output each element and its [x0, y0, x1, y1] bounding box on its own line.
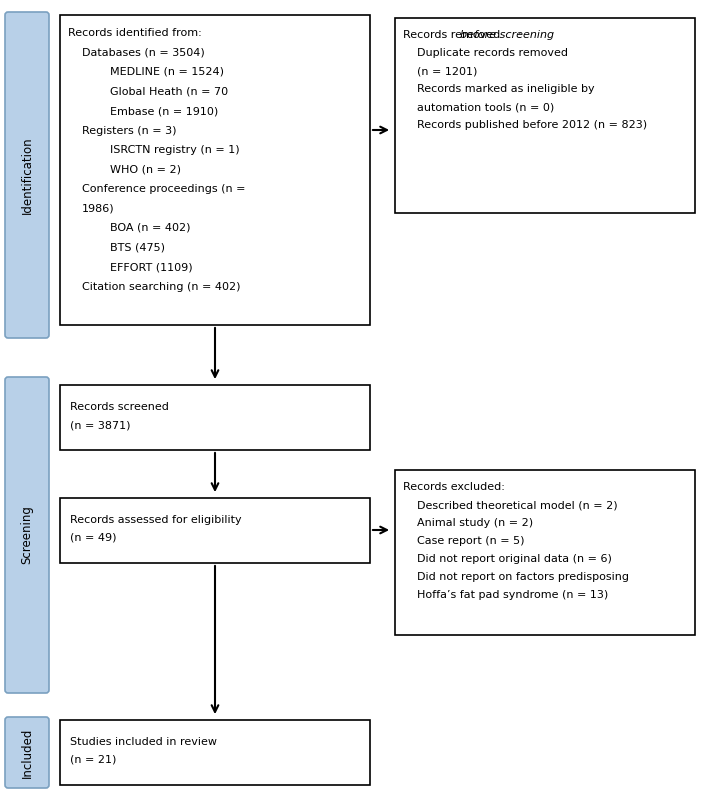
Text: Identification: Identification [21, 136, 33, 214]
FancyBboxPatch shape [5, 377, 49, 693]
Text: Records screened: Records screened [70, 402, 169, 412]
Text: WHO (n = 2): WHO (n = 2) [110, 165, 181, 174]
Text: Conference proceedings (n =: Conference proceedings (n = [82, 184, 246, 194]
Text: (n = 49): (n = 49) [70, 533, 117, 543]
FancyBboxPatch shape [5, 12, 49, 338]
FancyBboxPatch shape [395, 470, 695, 635]
Text: 1986): 1986) [82, 204, 115, 214]
Text: :: : [518, 30, 521, 40]
Text: BOA (n = 402): BOA (n = 402) [110, 223, 190, 233]
FancyBboxPatch shape [60, 15, 370, 325]
Text: Records identified from:: Records identified from: [68, 28, 202, 38]
Text: Screening: Screening [21, 505, 33, 565]
Text: before screening: before screening [460, 30, 554, 40]
Text: Databases (n = 3504): Databases (n = 3504) [82, 48, 205, 58]
Text: Global Heath (n = 70: Global Heath (n = 70 [110, 86, 228, 97]
Text: Records marked as ineligible by: Records marked as ineligible by [417, 84, 595, 94]
Text: Case report (n = 5): Case report (n = 5) [417, 536, 525, 546]
Text: Citation searching (n = 402): Citation searching (n = 402) [82, 281, 241, 291]
Text: ISRCTN registry (n = 1): ISRCTN registry (n = 1) [110, 145, 239, 155]
FancyBboxPatch shape [60, 385, 370, 450]
Text: Studies included in review: Studies included in review [70, 737, 217, 747]
Text: (n = 1201): (n = 1201) [417, 66, 477, 76]
Text: EFFORT (1109): EFFORT (1109) [110, 262, 193, 272]
FancyBboxPatch shape [395, 18, 695, 213]
Text: Records published before 2012 (n = 823): Records published before 2012 (n = 823) [417, 120, 647, 130]
Text: MEDLINE (n = 1524): MEDLINE (n = 1524) [110, 67, 224, 77]
Text: (n = 3871): (n = 3871) [70, 420, 130, 430]
Text: BTS (475): BTS (475) [110, 242, 165, 253]
Text: Records assessed for eligibility: Records assessed for eligibility [70, 515, 241, 525]
Text: automation tools (n = 0): automation tools (n = 0) [417, 102, 554, 112]
FancyBboxPatch shape [60, 720, 370, 785]
Text: Records excluded:: Records excluded: [403, 482, 505, 492]
Text: Records removed: Records removed [403, 30, 504, 40]
Text: Described theoretical model (n = 2): Described theoretical model (n = 2) [417, 500, 617, 510]
Text: Hoffa’s fat pad syndrome (n = 13): Hoffa’s fat pad syndrome (n = 13) [417, 590, 608, 600]
Text: Duplicate records removed: Duplicate records removed [417, 48, 568, 58]
FancyBboxPatch shape [5, 717, 49, 788]
Text: Did not report original data (n = 6): Did not report original data (n = 6) [417, 554, 612, 564]
Text: Included: Included [21, 727, 33, 778]
Text: Registers (n = 3): Registers (n = 3) [82, 125, 176, 135]
Text: Did not report on factors predisposing: Did not report on factors predisposing [417, 572, 629, 582]
Text: (n = 21): (n = 21) [70, 755, 116, 765]
Text: Animal study (n = 2): Animal study (n = 2) [417, 518, 533, 528]
FancyBboxPatch shape [60, 498, 370, 563]
Text: Embase (n = 1910): Embase (n = 1910) [110, 106, 218, 116]
